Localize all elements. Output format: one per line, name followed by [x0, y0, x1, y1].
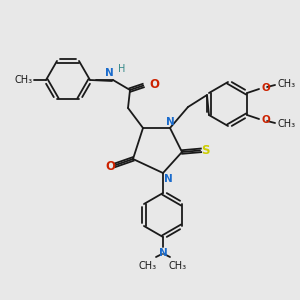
Text: O: O [261, 83, 270, 93]
Text: N: N [159, 248, 167, 258]
Text: N: N [164, 174, 173, 184]
Text: CH₃: CH₃ [15, 75, 33, 85]
Text: N: N [166, 117, 174, 127]
Text: CH₃: CH₃ [277, 119, 295, 129]
Text: CH₃: CH₃ [169, 261, 187, 271]
Text: S: S [201, 143, 209, 157]
Text: O: O [149, 77, 159, 91]
Text: H: H [118, 64, 125, 74]
Text: O: O [261, 115, 270, 125]
Text: O: O [105, 160, 115, 173]
Text: CH₃: CH₃ [139, 261, 157, 271]
Text: N: N [105, 68, 114, 78]
Text: CH₃: CH₃ [277, 79, 295, 89]
